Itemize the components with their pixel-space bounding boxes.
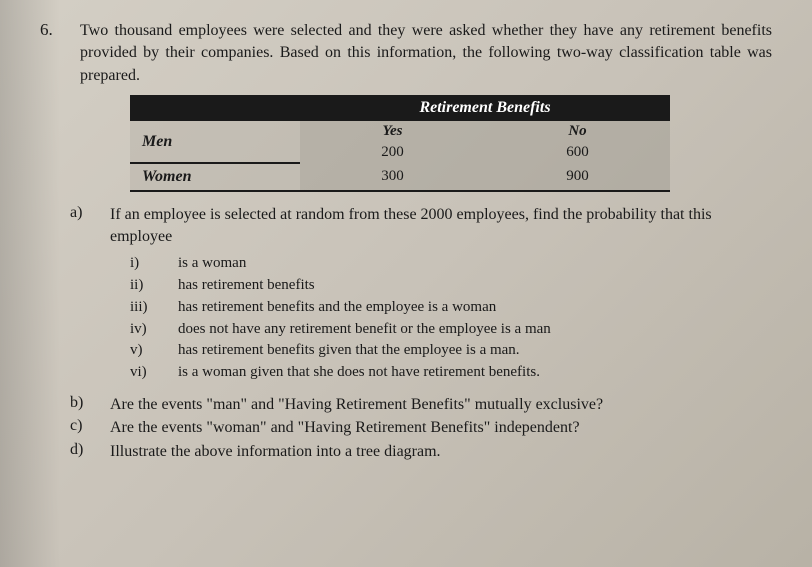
sub-label: vi) xyxy=(130,362,158,384)
part-a: a) If an employee is selected at random … xyxy=(70,204,772,247)
part-b: b) Are the events "man" and "Having Reti… xyxy=(70,394,772,416)
row-label-women: Women xyxy=(130,163,300,191)
sub-item: iv) does not have any retirement benefit… xyxy=(130,319,772,341)
sub-text: is a woman xyxy=(178,253,246,275)
question-header: 6. Two thousand employees were selected … xyxy=(40,20,772,87)
table-corner-blank xyxy=(130,95,300,121)
part-a-label: a) xyxy=(70,204,94,247)
sub-item: i) is a woman xyxy=(130,253,772,275)
part-b-label: b) xyxy=(70,394,94,416)
sub-text: has retirement benefits xyxy=(178,275,315,297)
sub-label: iv) xyxy=(130,319,158,341)
part-d-label: d) xyxy=(70,441,94,463)
part-c-label: c) xyxy=(70,417,94,439)
sub-label: ii) xyxy=(130,275,158,297)
sub-text: has retirement benefits and the employee… xyxy=(178,297,496,319)
classification-table: Retirement Benefits Men Yes No 200 600 W… xyxy=(130,95,772,192)
sub-item: vi) is a woman given that she does not h… xyxy=(130,362,772,384)
cell-men-no: 600 xyxy=(485,142,670,163)
cell-men-yes: 200 xyxy=(300,142,485,163)
table-title: Retirement Benefits xyxy=(300,95,670,121)
part-d-text: Illustrate the above information into a … xyxy=(110,441,441,463)
cell-women-yes: 300 xyxy=(300,163,485,191)
sub-label: i) xyxy=(130,253,158,275)
row-label-men: Men xyxy=(130,121,300,163)
part-c-text: Are the events "woman" and "Having Retir… xyxy=(110,417,580,439)
cell-women-no: 900 xyxy=(485,163,670,191)
sub-text: has retirement benefits given that the e… xyxy=(178,340,520,362)
part-a-text: If an employee is selected at random fro… xyxy=(110,204,772,247)
sub-item: iii) has retirement benefits and the emp… xyxy=(130,297,772,319)
part-a-sublist: i) is a woman ii) has retirement benefit… xyxy=(130,253,772,384)
sub-text: is a woman given that she does not have … xyxy=(178,362,540,384)
sub-item: ii) has retirement benefits xyxy=(130,275,772,297)
bottom-parts: b) Are the events "man" and "Having Reti… xyxy=(70,394,772,463)
part-d: d) Illustrate the above information into… xyxy=(70,441,772,463)
sub-item: v) has retirement benefits given that th… xyxy=(130,340,772,362)
sub-text: does not have any retirement benefit or … xyxy=(178,319,551,341)
question-number: 6. xyxy=(40,20,64,87)
sub-label: v) xyxy=(130,340,158,362)
sub-label: iii) xyxy=(130,297,158,319)
part-c: c) Are the events "woman" and "Having Re… xyxy=(70,417,772,439)
col-header-yes: Yes xyxy=(300,121,485,142)
col-header-no: No xyxy=(485,121,670,142)
question-text: Two thousand employees were selected and… xyxy=(80,20,772,87)
part-b-text: Are the events "man" and "Having Retirem… xyxy=(110,394,603,416)
